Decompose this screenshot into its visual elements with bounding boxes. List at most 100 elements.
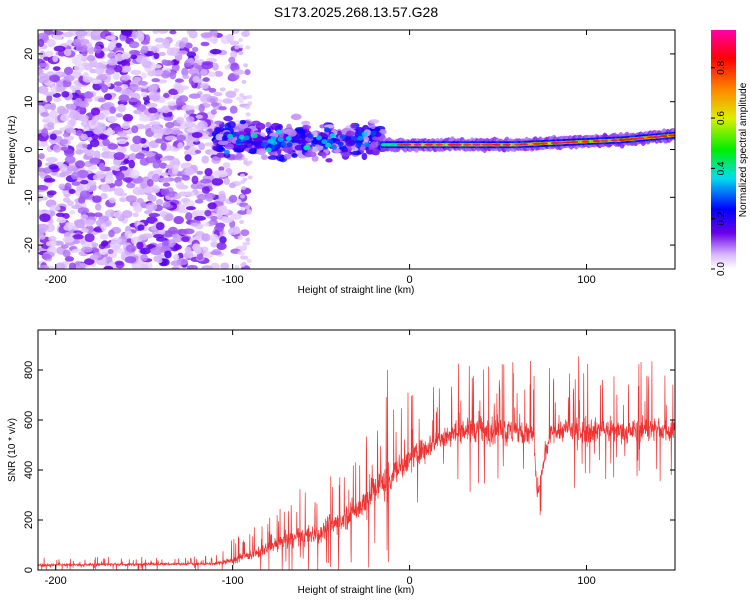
spectrogram-cell: [148, 213, 161, 218]
spectrogram-cell: [210, 102, 220, 107]
spectrogram-cell: [116, 146, 128, 154]
spectrogram-cell: [52, 92, 61, 98]
spectrogram-cell: [69, 118, 77, 127]
spectrogram-cell: [186, 51, 197, 58]
spectrogram-cell: [178, 95, 189, 103]
snr-y-tick-label: 400: [23, 461, 35, 479]
spectrogram-cell: [492, 143, 501, 146]
spectrogram-cell: [98, 122, 107, 132]
spectrogram-cell: [330, 144, 337, 150]
snr-panel: -200 -100 0 100 0 200 400 600 800 Height of stra…: [7, 329, 676, 596]
spectrogram-cell: [155, 199, 163, 206]
spectrogram-cell: [435, 143, 444, 146]
spectrogram-cell: [216, 242, 227, 250]
spectrogram-cell: [185, 191, 196, 197]
spectrogram-cell: [267, 155, 279, 160]
spectrogram-cell: [161, 38, 170, 46]
spectrogram-cell: [251, 120, 261, 126]
spectrogram-cell: [248, 147, 257, 155]
spectrogram-cell: [61, 90, 70, 98]
spectrogram-cell: [176, 228, 188, 235]
spectrogram-cell: [114, 53, 124, 62]
spectrogram-cell: [63, 66, 74, 76]
spectrogram-cell: [161, 240, 169, 247]
spectrogram-cell: [185, 206, 196, 211]
spectrogram-cell: [230, 213, 242, 220]
spectrogram-cell: [119, 197, 127, 203]
spectrogram-cell: [168, 191, 175, 198]
spectrogram-cell: [83, 64, 93, 71]
spectrogram-cell: [49, 133, 57, 140]
spectrogram-cell: [668, 134, 675, 137]
spectrogram-cell: [187, 57, 195, 64]
spectrogram-cell: [592, 139, 601, 143]
spectrogram-cell: [217, 145, 224, 152]
spectrogram-cell: [162, 93, 170, 99]
spectrogram-cell: [211, 177, 224, 186]
spectrogram-cell: [62, 133, 69, 138]
spectrogram-cell: [64, 256, 75, 262]
spectrogram-cell: [216, 152, 227, 158]
spectrogram-cell: [163, 116, 174, 122]
spectrogram-cell: [239, 119, 246, 125]
spectrogram-cell: [162, 201, 171, 208]
spectrogram-cell: [570, 140, 579, 144]
spectrogram-cell: [128, 41, 140, 49]
spectrogram-cell: [298, 129, 306, 137]
spectrogram-cell: [191, 175, 199, 185]
spectrogram-cell: [201, 155, 210, 164]
spectrogram-cell: [152, 47, 160, 54]
spectrogram-cell: [247, 160, 253, 165]
snr-x-tick-label: 100: [577, 575, 595, 587]
spectrogram-cell: [355, 143, 362, 149]
spectrogram-cell: [216, 170, 228, 178]
spectrogram-cell: [152, 173, 161, 183]
spectrogram-cell: [82, 76, 95, 83]
spectrogram-cell: [115, 171, 125, 181]
spectrogram-cell: [532, 142, 541, 145]
spectrogram-cell: [201, 62, 214, 70]
spectrogram-cell: [240, 251, 245, 256]
spectrogram-cell: [64, 149, 75, 157]
spectrogram-cell: [247, 175, 253, 180]
spectrogram-y-tick-label: 10: [23, 96, 35, 108]
spectrogram-cell: [207, 71, 217, 78]
spectrogram-cell: [77, 114, 89, 122]
spectrogram-cell: [140, 254, 148, 262]
spectrogram-cell: [184, 167, 195, 176]
spectrogram-cell: [210, 215, 218, 221]
spectrogram-cell: [321, 139, 328, 145]
spectrogram-cell: [62, 197, 71, 203]
spectrogram-cell: [44, 50, 54, 57]
spectrogram-x-tick-label: -100: [222, 274, 244, 286]
spectrogram-cell: [217, 140, 229, 146]
spectrogram-cell: [74, 97, 83, 107]
spectrogram-cell: [97, 73, 106, 80]
spectrogram-cell: [210, 109, 217, 115]
spectrogram-cell: [69, 85, 82, 91]
spectrogram-cell: [304, 144, 311, 150]
spectrogram-cell: [52, 66, 61, 71]
spectrogram-cell: [90, 34, 103, 41]
spectrogram-cell: [215, 127, 226, 132]
spectrogram-cell: [114, 260, 124, 266]
spectrogram-cell: [159, 177, 171, 183]
spectrogram-cell: [113, 164, 122, 172]
spectrogram-cell: [413, 143, 422, 146]
spectrogram-cell: [228, 56, 236, 64]
spectrogram-cell: [137, 224, 145, 231]
spectrogram-cell: [244, 30, 250, 35]
spectrogram-cell: [361, 131, 368, 137]
spectrogram-cell: [265, 121, 272, 128]
spectrogram-cell: [63, 224, 73, 231]
spectrogram-cell: [260, 154, 268, 160]
spectrogram-cell: [71, 181, 83, 186]
spectrogram-cell: [104, 209, 116, 218]
spectrogram-cell: [600, 139, 609, 142]
spectrogram-cell: [169, 30, 177, 35]
spectrogram-cell: [183, 252, 191, 259]
spectrogram-cell: [223, 115, 234, 122]
spectrogram-cell: [80, 214, 89, 219]
spectrogram-cell: [265, 147, 272, 153]
spectrogram-cell: [237, 209, 249, 215]
